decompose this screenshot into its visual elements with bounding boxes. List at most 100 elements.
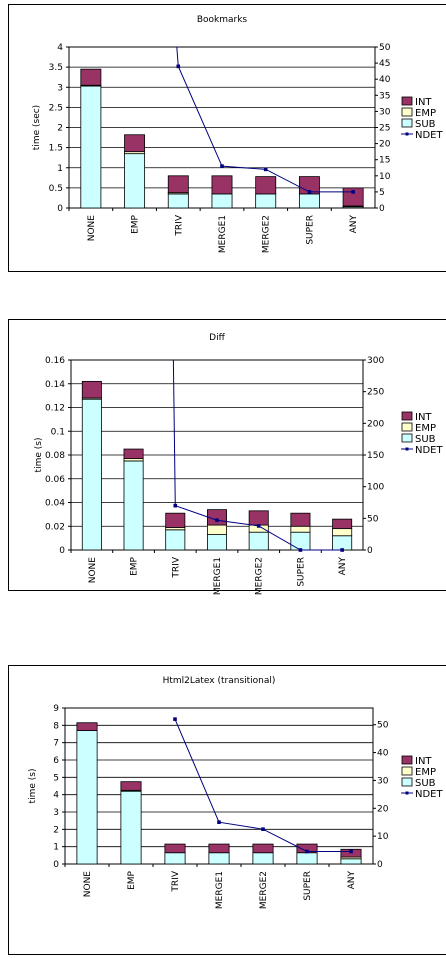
legend-label: INT <box>415 412 432 423</box>
y2-tick-label: 20 <box>379 140 391 150</box>
ndet-point <box>340 548 344 552</box>
legend-label: EMP <box>415 108 436 119</box>
bar-int <box>252 843 274 854</box>
bar-int <box>80 68 102 86</box>
bar-sub <box>164 852 186 865</box>
bar-sub <box>340 858 362 865</box>
y2-tick-label: 50 <box>367 514 379 524</box>
x-tick-label: MERGE2 <box>262 215 272 253</box>
x-tick-label: ANY <box>349 215 359 234</box>
plot-area <box>64 707 374 865</box>
y2-tick-label: 45 <box>379 59 390 69</box>
y2-tick-label: 0 <box>379 204 385 214</box>
chart-title: Bookmarks <box>197 15 248 25</box>
bar-emp <box>332 528 353 537</box>
y2-tick-label: 50 <box>379 43 391 53</box>
legend-swatch-sub <box>401 777 413 787</box>
y-axis-label: time (s) <box>28 769 38 804</box>
y2-tick-label: 40 <box>379 75 391 85</box>
y-tick-label: 0.5 <box>49 184 63 194</box>
legend-label: EMP <box>415 423 436 434</box>
y2-tick-label: 200 <box>367 419 384 429</box>
html2latex-chart: Html2Latex (transitional) 0 1 2 3 4 5 6 7 8 9 0 10 20… <box>28 676 443 909</box>
ndet-point <box>256 524 261 528</box>
legend-swatch-emp <box>401 107 413 117</box>
y-tick-label: 3.5 <box>49 63 63 73</box>
y2-tick-label: 300 <box>367 356 384 366</box>
x-tick-label: SUPER <box>305 215 315 245</box>
y-tick-label: 1 <box>53 843 59 853</box>
y2-tick-label: 25 <box>379 124 390 134</box>
bar-sub <box>120 790 142 865</box>
bar-int <box>123 448 144 459</box>
x-tick-label: ANY <box>347 871 357 890</box>
x-tick-label: NONE <box>83 871 93 898</box>
bar-sub <box>124 153 146 209</box>
legend-label: SUB <box>415 434 436 445</box>
bar-int <box>120 781 142 791</box>
bookmarks-chart-panel: Bookmarks 0 0.5 1 1.5 2 2.5 3 3.5 4 0 5 10 15 20 25 30 35… <box>8 4 446 272</box>
bar-sub <box>255 193 277 209</box>
y-tick-label: 4 <box>53 791 59 801</box>
chart-title: Diff <box>209 333 225 343</box>
x-tick-label: NONE <box>88 557 98 584</box>
y2-tick-label: 250 <box>367 388 384 398</box>
y2-tick-label: 10 <box>379 172 391 182</box>
y2-tick-label: 30 <box>377 776 389 786</box>
x-tick-label: EMP <box>131 214 141 233</box>
bar-int <box>164 843 186 854</box>
y-tick-label: 0.02 <box>45 522 65 532</box>
bar-int <box>167 175 189 194</box>
legend-label: NDET <box>415 130 443 141</box>
legend-label: EMP <box>415 767 436 778</box>
y2-tick-label: 20 <box>377 804 389 814</box>
html2latex-chart-panel: Html2Latex (transitional) 0 1 2 3 4 5 6 7 8 9 0 10 20… <box>8 665 446 955</box>
chart-title: Html2Latex (transitional) <box>163 676 276 686</box>
x-tick-label: MERGE1 <box>215 871 225 909</box>
bar-sub <box>211 193 233 209</box>
x-tick-label: TRIV <box>174 214 184 236</box>
y-tick-label: 1 <box>57 164 63 174</box>
x-tick-label: TRIV <box>171 556 181 578</box>
x-tick-label: NONE <box>87 215 97 242</box>
y-axis-label: time (s) <box>34 438 44 473</box>
y-tick-label: 0.14 <box>45 380 65 390</box>
y-tick-label: 0.08 <box>45 451 65 461</box>
y2-tick-label: 35 <box>379 91 390 101</box>
ndet-point <box>173 503 178 508</box>
legend-ndet-marker <box>405 132 409 136</box>
y-tick-label: 2 <box>53 825 59 835</box>
y-tick-label: 3 <box>53 808 59 818</box>
bar-int <box>81 380 102 399</box>
bar-sub <box>298 193 320 209</box>
bar-sub <box>296 852 318 865</box>
bar-sub <box>123 460 144 551</box>
bar-sub <box>167 193 189 209</box>
y2-tick-label: 5 <box>379 188 385 198</box>
y2-tick-label: 40 <box>377 749 389 759</box>
bar-sub <box>248 531 269 551</box>
bar-sub <box>252 852 274 865</box>
bar-int <box>342 187 364 207</box>
legend-label: SUB <box>415 778 436 789</box>
y-tick-label: 8 <box>53 721 59 731</box>
bar-int <box>211 175 233 195</box>
y-axis-label: time (sec) <box>32 105 42 150</box>
x-tick-label: MERGE1 <box>218 215 228 253</box>
y-tick-label: 7 <box>53 739 59 749</box>
y-tick-label: 5 <box>53 773 59 783</box>
legend-swatch-emp <box>401 422 413 432</box>
bar-emp <box>207 524 227 535</box>
ndet-point <box>261 827 265 831</box>
legend-swatch-int <box>401 755 413 765</box>
diff-chart: Diff 0 0.02 0.04 0.06 0.08 0.1 0.12 0.14 0.16 0 50 1… <box>34 333 443 595</box>
y2-tick-label: 50 <box>377 721 389 731</box>
y-tick-label: 0 <box>57 204 63 214</box>
legend-swatch-int <box>401 411 413 421</box>
x-tick-label: MERGE2 <box>259 871 269 909</box>
y2-tick-label: 0 <box>377 860 383 870</box>
ndet-point <box>351 190 355 194</box>
x-tick-label: SUPER <box>296 557 306 587</box>
y2-tick-label: 150 <box>367 451 384 461</box>
bar-int <box>208 843 230 854</box>
